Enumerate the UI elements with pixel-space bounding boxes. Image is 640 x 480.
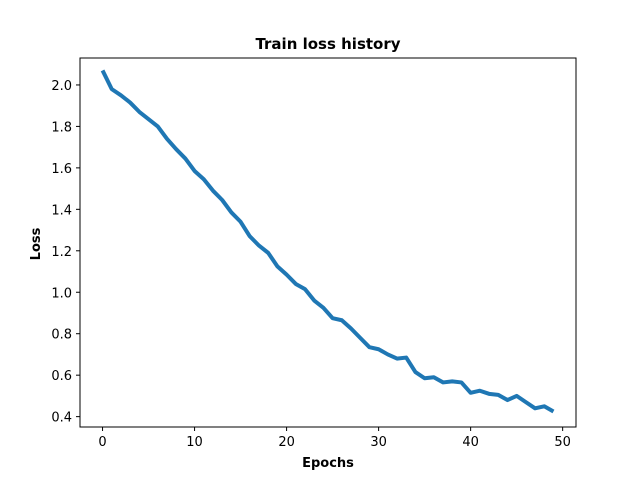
series-line-0 xyxy=(100,69,555,414)
y-tick-label: 0.4 xyxy=(51,411,72,426)
axes-frame xyxy=(79,57,577,428)
x-axis-title: Epochs xyxy=(302,456,354,471)
y-tick-label: 0.8 xyxy=(51,328,72,343)
chart-title: Train loss history xyxy=(255,35,400,53)
y-axis-title: Loss xyxy=(29,227,44,260)
x-tick-label: 30 xyxy=(370,435,387,450)
y-axis: 0.4 0.6 0.8 1.0 1.2 1.4 1.6 1.8 2.0 xyxy=(51,79,80,426)
y-tick-label: 0.6 xyxy=(51,369,72,384)
x-tick-label: 50 xyxy=(554,435,571,450)
x-tick-label: 10 xyxy=(186,435,203,450)
x-tick-label: 20 xyxy=(278,435,295,450)
y-tick-label: 2.0 xyxy=(51,79,72,94)
y-tick-label: 1.6 xyxy=(51,162,72,177)
x-axis: 0 10 20 30 40 50 xyxy=(98,427,571,450)
plot-area xyxy=(79,57,577,428)
x-tick-label: 40 xyxy=(462,435,479,450)
y-tick-label: 1.0 xyxy=(51,286,72,301)
y-tick-label: 1.2 xyxy=(51,245,72,260)
y-tick-label: 1.8 xyxy=(51,120,72,135)
y-tick-label: 1.4 xyxy=(51,203,72,218)
x-tick-label: 0 xyxy=(98,435,106,450)
